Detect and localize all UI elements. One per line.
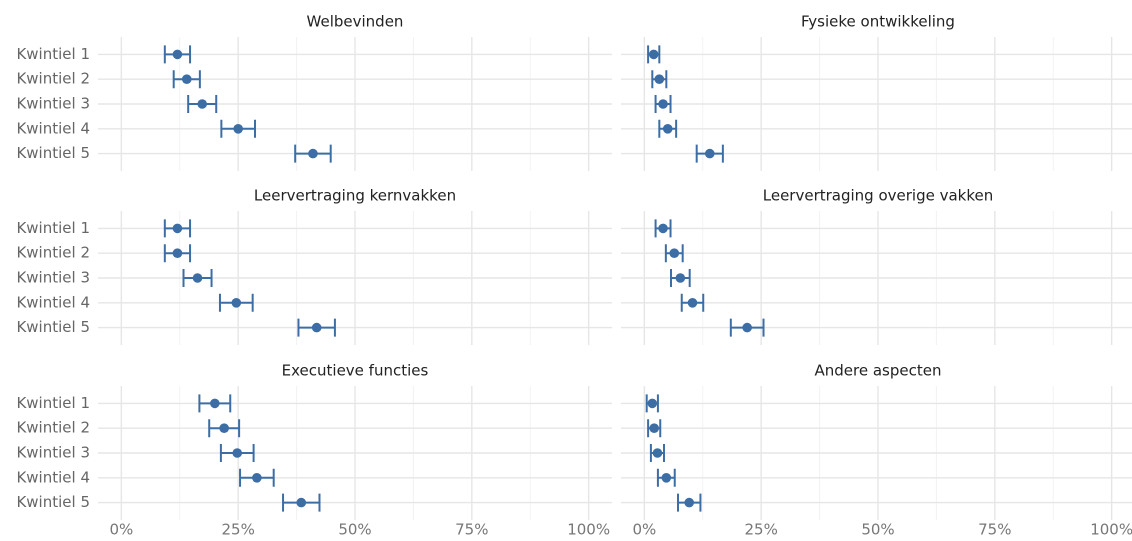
point (296, 497, 307, 508)
point (658, 99, 668, 109)
point (210, 398, 220, 409)
point (172, 223, 183, 234)
y-tick-label: Kwintiel 4 (16, 119, 90, 137)
point (172, 248, 183, 258)
y-tick-label: Kwintiel 1 (16, 394, 90, 412)
point (669, 248, 680, 258)
x-tick-label: 75% (978, 521, 1011, 539)
point (675, 273, 686, 283)
point (654, 74, 665, 84)
point (197, 99, 208, 109)
y-tick-label: Kwintiel 1 (16, 219, 90, 237)
y-tick-label: Kwintiel 3 (16, 269, 90, 287)
x-tick-label: 50% (861, 521, 894, 539)
panel-title: Fysieke ontwikkeling (801, 13, 955, 31)
point (311, 322, 322, 333)
point (647, 398, 658, 409)
panel-title: Leervertraging overige vakken (763, 187, 994, 205)
y-tick-label: Kwintiel 5 (16, 318, 90, 336)
y-tick-label: Kwintiel 2 (16, 244, 90, 262)
point (684, 497, 695, 508)
point (687, 298, 698, 308)
x-tick-label: 75% (455, 521, 488, 539)
x-tick-label: 0% (632, 521, 656, 539)
y-tick-label: Kwintiel 2 (16, 70, 90, 88)
point (219, 423, 229, 434)
x-tick-label: 25% (745, 521, 778, 539)
y-tick-label: Kwintiel 3 (16, 444, 90, 462)
point (742, 322, 752, 333)
y-tick-label: Kwintiel 4 (16, 293, 90, 311)
point (661, 473, 672, 483)
x-tick-label: 0% (109, 521, 133, 539)
point (231, 298, 242, 308)
y-tick-label: Kwintiel 1 (16, 45, 90, 63)
y-tick-label: Kwintiel 3 (16, 95, 90, 113)
panel-title: Leervertraging kernvakken (254, 187, 456, 205)
point (252, 473, 262, 483)
point (232, 448, 243, 458)
x-tick-label: 100% (567, 521, 610, 539)
point (233, 124, 243, 134)
point (662, 124, 673, 134)
y-tick-label: Kwintiel 5 (16, 144, 90, 162)
panel-title: Executieve functies (282, 362, 429, 380)
point (172, 49, 183, 60)
point (308, 148, 318, 159)
point (181, 74, 192, 84)
y-tick-label: Kwintiel 2 (16, 419, 90, 437)
point (648, 49, 659, 60)
point (649, 423, 659, 434)
x-tick-label: 25% (222, 521, 255, 539)
point (652, 448, 663, 458)
panel-title: Welbevinden (307, 13, 404, 31)
y-tick-label: Kwintiel 4 (16, 468, 90, 486)
panel-title: Andere aspecten (815, 362, 942, 380)
y-tick-label: Kwintiel 5 (16, 493, 90, 511)
point (704, 148, 715, 159)
point (658, 223, 668, 234)
x-tick-label: 50% (338, 521, 371, 539)
point (192, 273, 203, 283)
x-tick-label: 100% (1090, 521, 1132, 539)
